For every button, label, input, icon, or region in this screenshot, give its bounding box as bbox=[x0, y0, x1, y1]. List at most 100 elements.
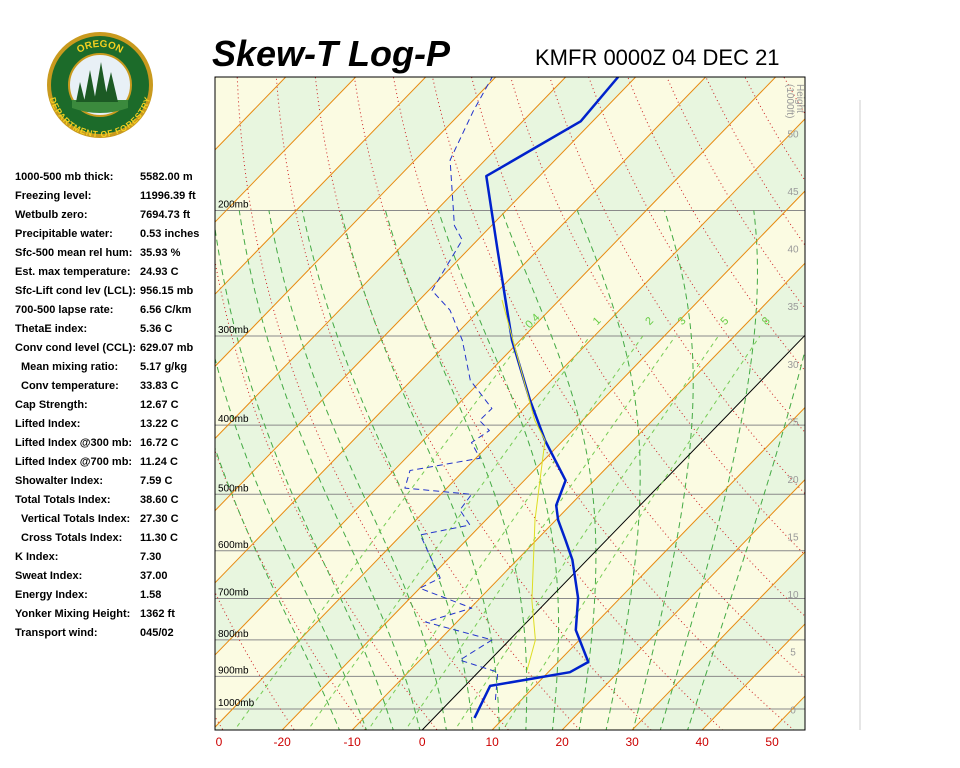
x-tick-label: 20 bbox=[555, 735, 569, 749]
stat-value: 16.72 C bbox=[140, 437, 179, 449]
pressure-label: 200mb bbox=[218, 199, 249, 210]
isotherm bbox=[215, 77, 497, 368]
mixing-ratio-line bbox=[307, 335, 591, 730]
mixing-ratio-line bbox=[404, 335, 676, 730]
pressure-label: 500mb bbox=[218, 483, 249, 494]
stat-value: 11.24 C bbox=[140, 456, 178, 468]
stat-label: Yonker Mixing Height: bbox=[15, 608, 130, 620]
moist-adiabat bbox=[384, 210, 528, 730]
moist-adiabat bbox=[340, 210, 500, 730]
stat-value: 11996.39 ft bbox=[140, 190, 196, 202]
stats-table: 1000-500 mb thick: 5582.00 m Freezing leve… bbox=[15, 171, 199, 639]
dry-adiabat bbox=[924, 52, 960, 733]
stat-value: 5.17 g/kg bbox=[140, 361, 187, 373]
x-tick-label: -20 bbox=[274, 735, 292, 749]
pressure-label: 400mb bbox=[218, 414, 249, 425]
isotherm bbox=[215, 77, 567, 440]
dry-adiabat bbox=[885, 52, 960, 733]
stat-value: 11.30 C bbox=[140, 532, 178, 544]
stat-label: 700-500 lapse rate: bbox=[15, 304, 113, 316]
stat-label: Cross Totals Index: bbox=[21, 532, 122, 544]
logo-trees bbox=[76, 62, 118, 102]
pressure-label: 800mb bbox=[218, 629, 249, 640]
pressure-label: 300mb bbox=[218, 325, 249, 336]
height-axis-label: Height bbox=[794, 84, 805, 113]
stat-value: 6.56 C/km bbox=[140, 304, 192, 316]
stat-label: Est. max temperature: bbox=[15, 266, 131, 278]
moist-adiabat bbox=[238, 210, 421, 730]
moist-adiabat bbox=[215, 225, 394, 730]
grid-line bbox=[281, 190, 805, 730]
stat-value: 1362 ft bbox=[140, 608, 175, 620]
dry-adiabat bbox=[471, 77, 805, 617]
isotherm bbox=[215, 77, 427, 295]
plot-frame bbox=[214, 76, 806, 731]
grid-line bbox=[351, 262, 805, 730]
isotherm-band bbox=[215, 77, 805, 728]
stat-label: Conv cond level (CCL): bbox=[15, 342, 136, 354]
isotherm bbox=[215, 77, 776, 656]
stat-value: 24.93 C bbox=[140, 266, 179, 278]
stat-value: 13.22 C bbox=[140, 418, 179, 430]
height-tick-label: 50 bbox=[787, 129, 799, 140]
stat-label: Lifted Index @700 mb: bbox=[15, 456, 132, 468]
stat-value: 629.07 mb bbox=[140, 342, 193, 354]
chart-title: Skew-T Log-P bbox=[212, 33, 451, 74]
height-tick-label: 10 bbox=[787, 590, 799, 601]
mixing-ratio-line bbox=[367, 335, 644, 730]
moist-adiabat bbox=[659, 210, 758, 730]
moist-adiabat bbox=[501, 210, 597, 730]
x-tick-label: 30 bbox=[625, 735, 639, 749]
stat-label: Vertical Totals Index: bbox=[21, 513, 130, 525]
stat-value: 37.00 bbox=[140, 570, 168, 582]
grid-line bbox=[215, 118, 805, 728]
grid-line bbox=[631, 551, 805, 730]
profile-line bbox=[473, 77, 620, 719]
stat-label: Transport wind: bbox=[15, 627, 98, 639]
height-tick-label: 25 bbox=[787, 417, 799, 428]
stat-value: 7694.73 ft bbox=[140, 209, 190, 221]
stat-label: Mean mixing ratio: bbox=[21, 361, 118, 373]
stat-label: Wetbulb zero: bbox=[15, 209, 88, 221]
chart-subtitle: KMFR 0000Z 04 DEC 21 bbox=[535, 45, 780, 70]
stat-label: Lifted Index @300 mb: bbox=[15, 437, 132, 449]
stat-value: 045/02 bbox=[140, 627, 174, 639]
x-tick-label: 0 bbox=[216, 735, 223, 749]
x-tick-label: 50 bbox=[765, 735, 779, 749]
height-tick-label: 40 bbox=[787, 245, 799, 256]
pressure-label: 700mb bbox=[218, 588, 249, 599]
stat-value: 5582.00 m bbox=[140, 171, 193, 183]
stat-value: 38.60 C bbox=[140, 494, 179, 506]
grid-line bbox=[421, 334, 805, 730]
stat-label: Sfc-500 mean rel hum: bbox=[15, 247, 132, 259]
stat-label: Showalter Index: bbox=[15, 475, 103, 487]
dry-adiabat bbox=[809, 52, 960, 733]
dry-adiabat bbox=[847, 52, 960, 733]
stat-value: 0.53 inches bbox=[140, 228, 199, 240]
stat-label: Total Totals Index: bbox=[15, 494, 111, 506]
grid-line bbox=[561, 478, 805, 730]
stat-label: Precipitable water: bbox=[15, 228, 113, 240]
stat-label: Cap Strength: bbox=[15, 399, 88, 411]
isotherm bbox=[215, 77, 357, 223]
pressure-label: 1000mb bbox=[218, 698, 255, 709]
stat-value: 956.15 mb bbox=[140, 285, 193, 297]
dry-adiabat bbox=[627, 77, 805, 372]
isotherm bbox=[215, 77, 706, 584]
mixing-ratio-line bbox=[502, 335, 761, 730]
x-tick-label: -10 bbox=[344, 735, 362, 749]
isotherm bbox=[215, 77, 637, 512]
logo-top-text: OREGON bbox=[75, 39, 125, 56]
stat-value: 1.58 bbox=[140, 589, 161, 601]
mixing-ratio-line bbox=[234, 335, 526, 730]
profile-line bbox=[501, 299, 546, 671]
stat-label: 1000-500 mb thick: bbox=[15, 171, 113, 183]
x-tick-label: 0 bbox=[419, 735, 426, 749]
height-tick-label: 30 bbox=[787, 360, 799, 371]
stat-label: Conv temperature: bbox=[21, 380, 119, 392]
height-axis-label: (1000ft) bbox=[784, 84, 795, 118]
stat-value: 5.36 C bbox=[140, 323, 172, 335]
plot-background bbox=[215, 52, 960, 733]
stat-value: 12.67 C bbox=[140, 399, 179, 411]
